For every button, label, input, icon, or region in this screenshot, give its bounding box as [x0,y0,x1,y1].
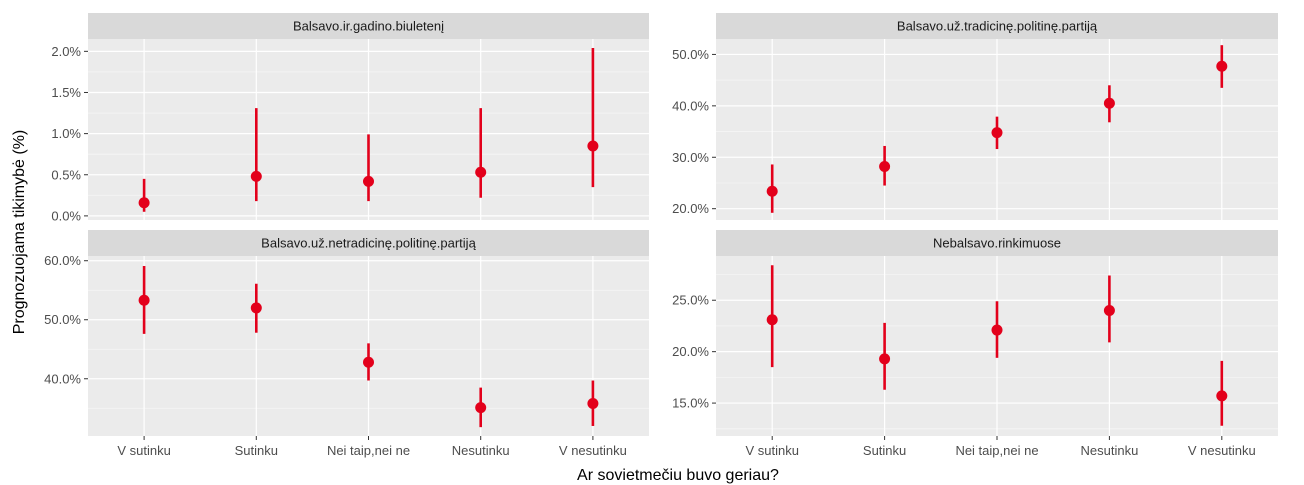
estimate-point [363,175,374,187]
estimate-point [475,166,487,178]
x-tick-label: Nei taip,nei ne [327,443,410,458]
y-axis-title: Prognozuojama tikimybė (%) [11,130,28,335]
x-tick-label: Nesutinku [1080,443,1138,458]
estimate-point [879,353,891,365]
estimate-point [250,302,262,314]
estimate-point [991,324,1003,336]
facet-title: Balsavo.už.netradicinę.politinę.partiją [261,236,476,251]
estimate-point [475,402,487,414]
estimate-point [138,294,150,306]
x-tick-label: Sutinku [235,443,278,458]
estimate-point [766,314,778,326]
estimate-point [1103,97,1115,109]
estimate-point [363,356,374,368]
x-tick-label: Nesutinku [452,443,510,458]
y-tick-label: 20.0% [672,344,709,359]
estimate-point [991,127,1003,139]
facet-title: Nebalsavo.rinkimuose [933,236,1061,251]
y-tick-label: 20.0% [672,201,709,216]
estimate-point [1216,60,1228,72]
facet-strip [88,230,649,256]
facet-strip [88,13,649,39]
estimate-point [879,161,891,173]
y-tick-label: 30.0% [672,150,709,165]
x-axis-title: Ar sovietmečiu buvo geriau? [577,467,779,484]
facet-title: Balsavo.ir.gadino.biuletenį [293,19,444,34]
estimate-point [1103,305,1115,317]
facet-strip [716,230,1278,256]
y-tick-label: 25.0% [672,293,709,308]
x-tick-label: V sutinku [117,443,170,458]
x-tick-label: Sutinku [863,443,906,458]
y-tick-label: 0.5% [51,167,81,182]
estimate-point [766,185,778,197]
y-tick-label: 40.0% [672,98,709,113]
facet-title: Balsavo.už.tradicinę.politinę.partiją [897,19,1098,34]
x-tick-label: Nei taip,nei ne [955,443,1038,458]
facet-strip [716,13,1278,39]
x-tick-label: V sutinku [745,443,798,458]
y-tick-label: 50.0% [44,312,81,327]
x-tick-label: V nesutinku [559,443,627,458]
estimate-point [138,197,150,209]
estimate-point [587,398,599,410]
y-tick-label: 2.0% [51,44,81,59]
estimate-point [1216,390,1228,402]
x-tick-label: V nesutinku [1188,443,1256,458]
y-tick-label: 0.0% [51,208,81,223]
estimate-point [587,140,599,152]
estimate-point [250,170,262,182]
y-tick-label: 1.0% [51,126,81,141]
y-tick-label: 50.0% [672,47,709,62]
y-tick-label: 60.0% [44,253,81,268]
y-tick-label: 1.5% [51,85,81,100]
y-tick-label: 40.0% [44,371,81,386]
y-tick-label: 15.0% [672,396,709,411]
